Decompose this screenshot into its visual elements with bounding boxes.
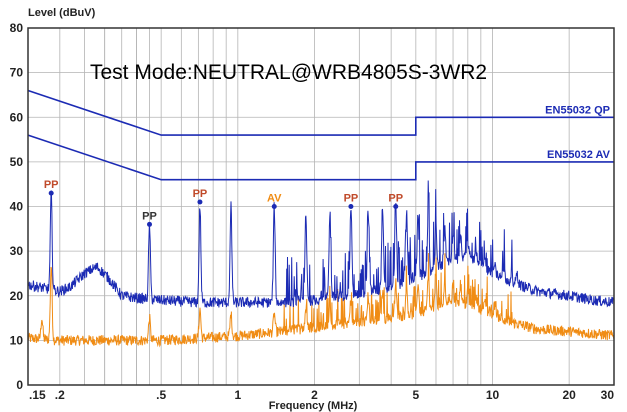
qp-limit-label: EN55032 QP	[545, 104, 610, 116]
y-tick-label: 50	[10, 155, 24, 169]
x-tick-label: .15	[29, 388, 46, 402]
plot-frame	[27, 27, 615, 386]
x-tick-label: 20	[562, 388, 576, 402]
x-tick-label: .2	[55, 388, 65, 402]
x-tick-label: .5	[156, 388, 166, 402]
qp-trace	[27, 180, 615, 309]
peak-marker-label: PP	[44, 179, 59, 191]
y-tick-label: 30	[10, 244, 24, 258]
y-tick-label: 40	[10, 200, 24, 214]
peak-marker-label: PP	[344, 193, 359, 205]
peak-marker-dot	[271, 204, 277, 209]
limit-lines: EN55032 QP EN55032 AV	[27, 89, 614, 181]
y-axis-label: Level (dBuV)	[28, 7, 96, 19]
peak-marker-dot	[348, 204, 354, 209]
tick-labels: 0 10 20 30 40 50 60 70 80 .15 .2 .5 1 2 5 10 20 30	[10, 21, 615, 402]
marker-layer: PP PP PP AV PP PP	[44, 179, 403, 227]
peak-marker-label: PP	[193, 188, 208, 200]
peak-marker-dot	[48, 190, 54, 196]
x-tick-label: 30	[601, 388, 615, 402]
y-tick-label: 70	[10, 66, 24, 80]
x-tick-label: 5	[412, 388, 419, 402]
peak-marker-label: PP	[142, 210, 157, 222]
av-trace	[27, 252, 615, 348]
y-tick-label: 60	[10, 110, 24, 124]
av-limit-label: EN55032 AV	[547, 149, 611, 161]
x-tick-label: 2	[311, 388, 318, 402]
peak-marker-label: AV	[267, 193, 282, 205]
trace-layer	[27, 180, 615, 348]
y-tick-label: 80	[10, 21, 24, 35]
peak-marker-dot	[147, 221, 153, 227]
peak-marker-dot	[393, 204, 399, 209]
y-tick-label: 0	[16, 378, 23, 392]
y-tick-label: 20	[10, 289, 24, 303]
test-mode-label: Test Mode:NEUTRAL@WRB4805S-3WR2	[90, 61, 487, 84]
x-tick-label: 1	[234, 388, 241, 402]
x-axis-label: Frequency (MHz)	[269, 400, 358, 412]
x-tick-label: 10	[486, 388, 500, 402]
peak-marker-label: PP	[388, 193, 403, 205]
y-tick-label: 10	[10, 333, 24, 347]
peak-marker-dot	[197, 199, 203, 205]
qp-limit-line	[27, 89, 614, 136]
av-limit-line	[27, 134, 614, 181]
